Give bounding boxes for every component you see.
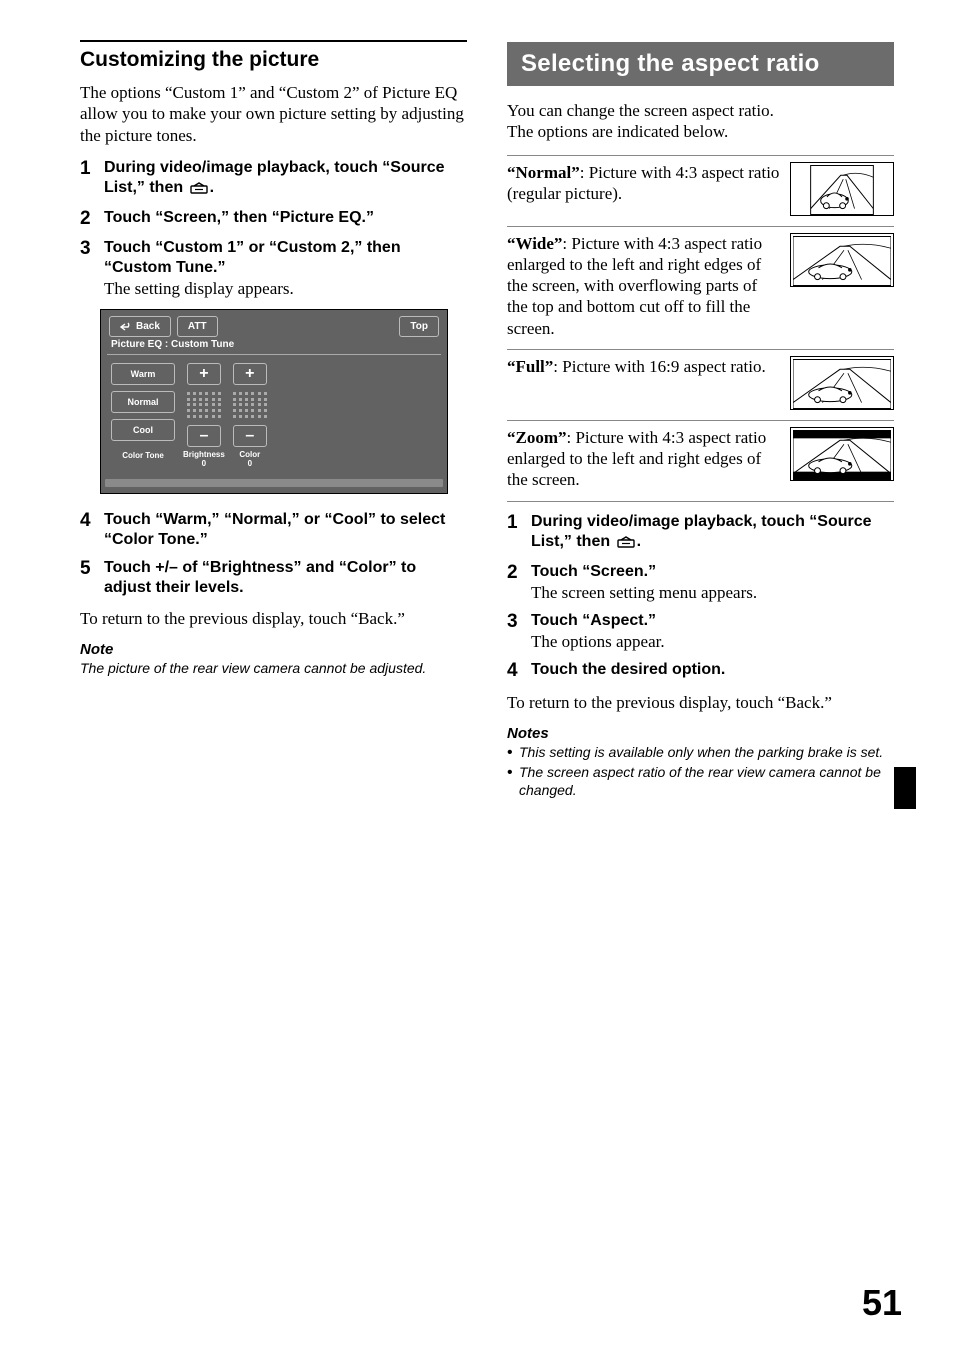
steps-secondary: 4 Touch “Warm,” “Normal,” or “Cool” to s… bbox=[80, 510, 467, 598]
steps-primary: 1 During video/image playback, touch “So… bbox=[80, 158, 467, 299]
option-normal: Normal bbox=[111, 391, 175, 413]
notes-heading: Notes bbox=[507, 725, 894, 742]
note-text: The picture of the rear view camera cann… bbox=[80, 660, 467, 678]
aspect-option: “Wide”: Picture with 4:3 aspect ratio en… bbox=[507, 227, 894, 350]
steps-right: 1 During video/image playback, touch “So… bbox=[507, 512, 894, 683]
step-subtext: The options appear. bbox=[531, 631, 894, 652]
step-text: Touch “Screen,” then “Picture EQ.” bbox=[104, 209, 374, 226]
aspect-thumbnail-icon bbox=[790, 233, 894, 287]
step-number: 2 bbox=[507, 562, 531, 603]
step-text: Touch +/– of “Brightness” and “Color” to… bbox=[104, 559, 416, 596]
banner-heading: Selecting the aspect ratio bbox=[507, 42, 894, 86]
aspect-option: “Full”: Picture with 16:9 aspect ratio. bbox=[507, 350, 894, 421]
step-subtext: The screen setting menu appears. bbox=[531, 582, 894, 603]
page-edge-tab bbox=[894, 767, 916, 809]
option-warm: Warm bbox=[111, 363, 175, 385]
step-number: 4 bbox=[507, 660, 531, 682]
brightness-column: + – Brightness0 bbox=[183, 363, 225, 469]
color-tone-label: Color Tone bbox=[111, 451, 175, 460]
aspect-option: “Normal”: Picture with 4:3 aspect ratio … bbox=[507, 156, 894, 227]
step-subtext: The setting display appears. bbox=[104, 278, 467, 299]
note-item: This setting is available only when the … bbox=[519, 744, 883, 762]
step-text: During video/image playback, touch “Sour… bbox=[531, 513, 872, 550]
settings-icon bbox=[617, 534, 635, 554]
option-text: “Zoom”: Picture with 4:3 aspect ratio en… bbox=[507, 427, 780, 491]
option-text: “Full”: Picture with 16:9 aspect ratio. bbox=[507, 356, 780, 377]
back-arrow-icon bbox=[120, 322, 132, 332]
step-number: 3 bbox=[507, 611, 531, 652]
page-number: 51 bbox=[862, 1282, 902, 1324]
color-label: Color0 bbox=[239, 451, 260, 469]
color-tone-column: Warm Normal Cool Color Tone bbox=[111, 363, 175, 469]
panel-divider bbox=[107, 354, 441, 355]
step-number: 1 bbox=[80, 158, 104, 200]
step-number: 4 bbox=[80, 510, 104, 550]
step-text: Touch “Custom 1” or “Custom 2,” then “Cu… bbox=[104, 238, 467, 278]
option-text: “Wide”: Picture with 4:3 aspect ratio en… bbox=[507, 233, 780, 339]
panel-footer-bar bbox=[105, 479, 443, 487]
step-number: 1 bbox=[507, 512, 531, 554]
minus-button: – bbox=[233, 425, 267, 447]
step-text: Touch “Warm,” “Normal,” or “Cool” to sel… bbox=[104, 511, 445, 548]
step-text: Touch “Screen.” bbox=[531, 562, 894, 582]
right-column: Selecting the aspect ratio You can chang… bbox=[507, 40, 894, 801]
color-column: + – Color0 bbox=[233, 363, 267, 469]
step-text: Touch “Aspect.” bbox=[531, 611, 894, 631]
step-number: 5 bbox=[80, 558, 104, 598]
intro-line: The options are indicated below. bbox=[507, 121, 894, 142]
note-heading: Note bbox=[80, 641, 467, 658]
aspect-option: “Zoom”: Picture with 4:3 aspect ratio en… bbox=[507, 421, 894, 502]
level-bars bbox=[187, 389, 221, 421]
aspect-thumbnail-icon bbox=[790, 427, 894, 481]
step-number: 3 bbox=[80, 238, 104, 299]
brightness-label: Brightness0 bbox=[183, 451, 225, 469]
settings-icon bbox=[190, 180, 208, 200]
section-rule bbox=[80, 40, 467, 42]
section-heading: Customizing the picture bbox=[80, 48, 467, 72]
option-text: “Normal”: Picture with 4:3 aspect ratio … bbox=[507, 162, 780, 205]
note-item: The screen aspect ratio of the rear view… bbox=[519, 764, 894, 799]
aspect-options: “Normal”: Picture with 4:3 aspect ratio … bbox=[507, 156, 894, 502]
aspect-thumbnail-icon bbox=[790, 356, 894, 410]
intro-line: You can change the screen aspect ratio. bbox=[507, 100, 894, 121]
intro-text: The options “Custom 1” and “Custom 2” of… bbox=[80, 82, 467, 146]
minus-button: – bbox=[187, 425, 221, 447]
panel-att-button: ATT bbox=[177, 316, 218, 337]
panel-title: Picture EQ : Custom Tune bbox=[101, 339, 447, 352]
step-text: During video/image playback, touch “Sour… bbox=[104, 159, 445, 196]
aspect-thumbnail-icon bbox=[790, 162, 894, 216]
return-text: To return to the previous display, touch… bbox=[80, 608, 467, 629]
settings-panel-figure: Back ATT Top Picture EQ : Custom Tune Wa… bbox=[100, 309, 448, 494]
panel-back-button: Back bbox=[109, 316, 171, 337]
step-text: Touch the desired option. bbox=[531, 660, 894, 680]
step-number: 2 bbox=[80, 208, 104, 230]
option-cool: Cool bbox=[111, 419, 175, 441]
left-column: Customizing the picture The options “Cus… bbox=[80, 40, 467, 801]
plus-button: + bbox=[187, 363, 221, 385]
panel-top-button: Top bbox=[399, 316, 439, 337]
level-bars bbox=[233, 389, 267, 421]
notes-list: •This setting is available only when the… bbox=[507, 744, 894, 799]
return-text: To return to the previous display, touch… bbox=[507, 692, 894, 713]
plus-button: + bbox=[233, 363, 267, 385]
